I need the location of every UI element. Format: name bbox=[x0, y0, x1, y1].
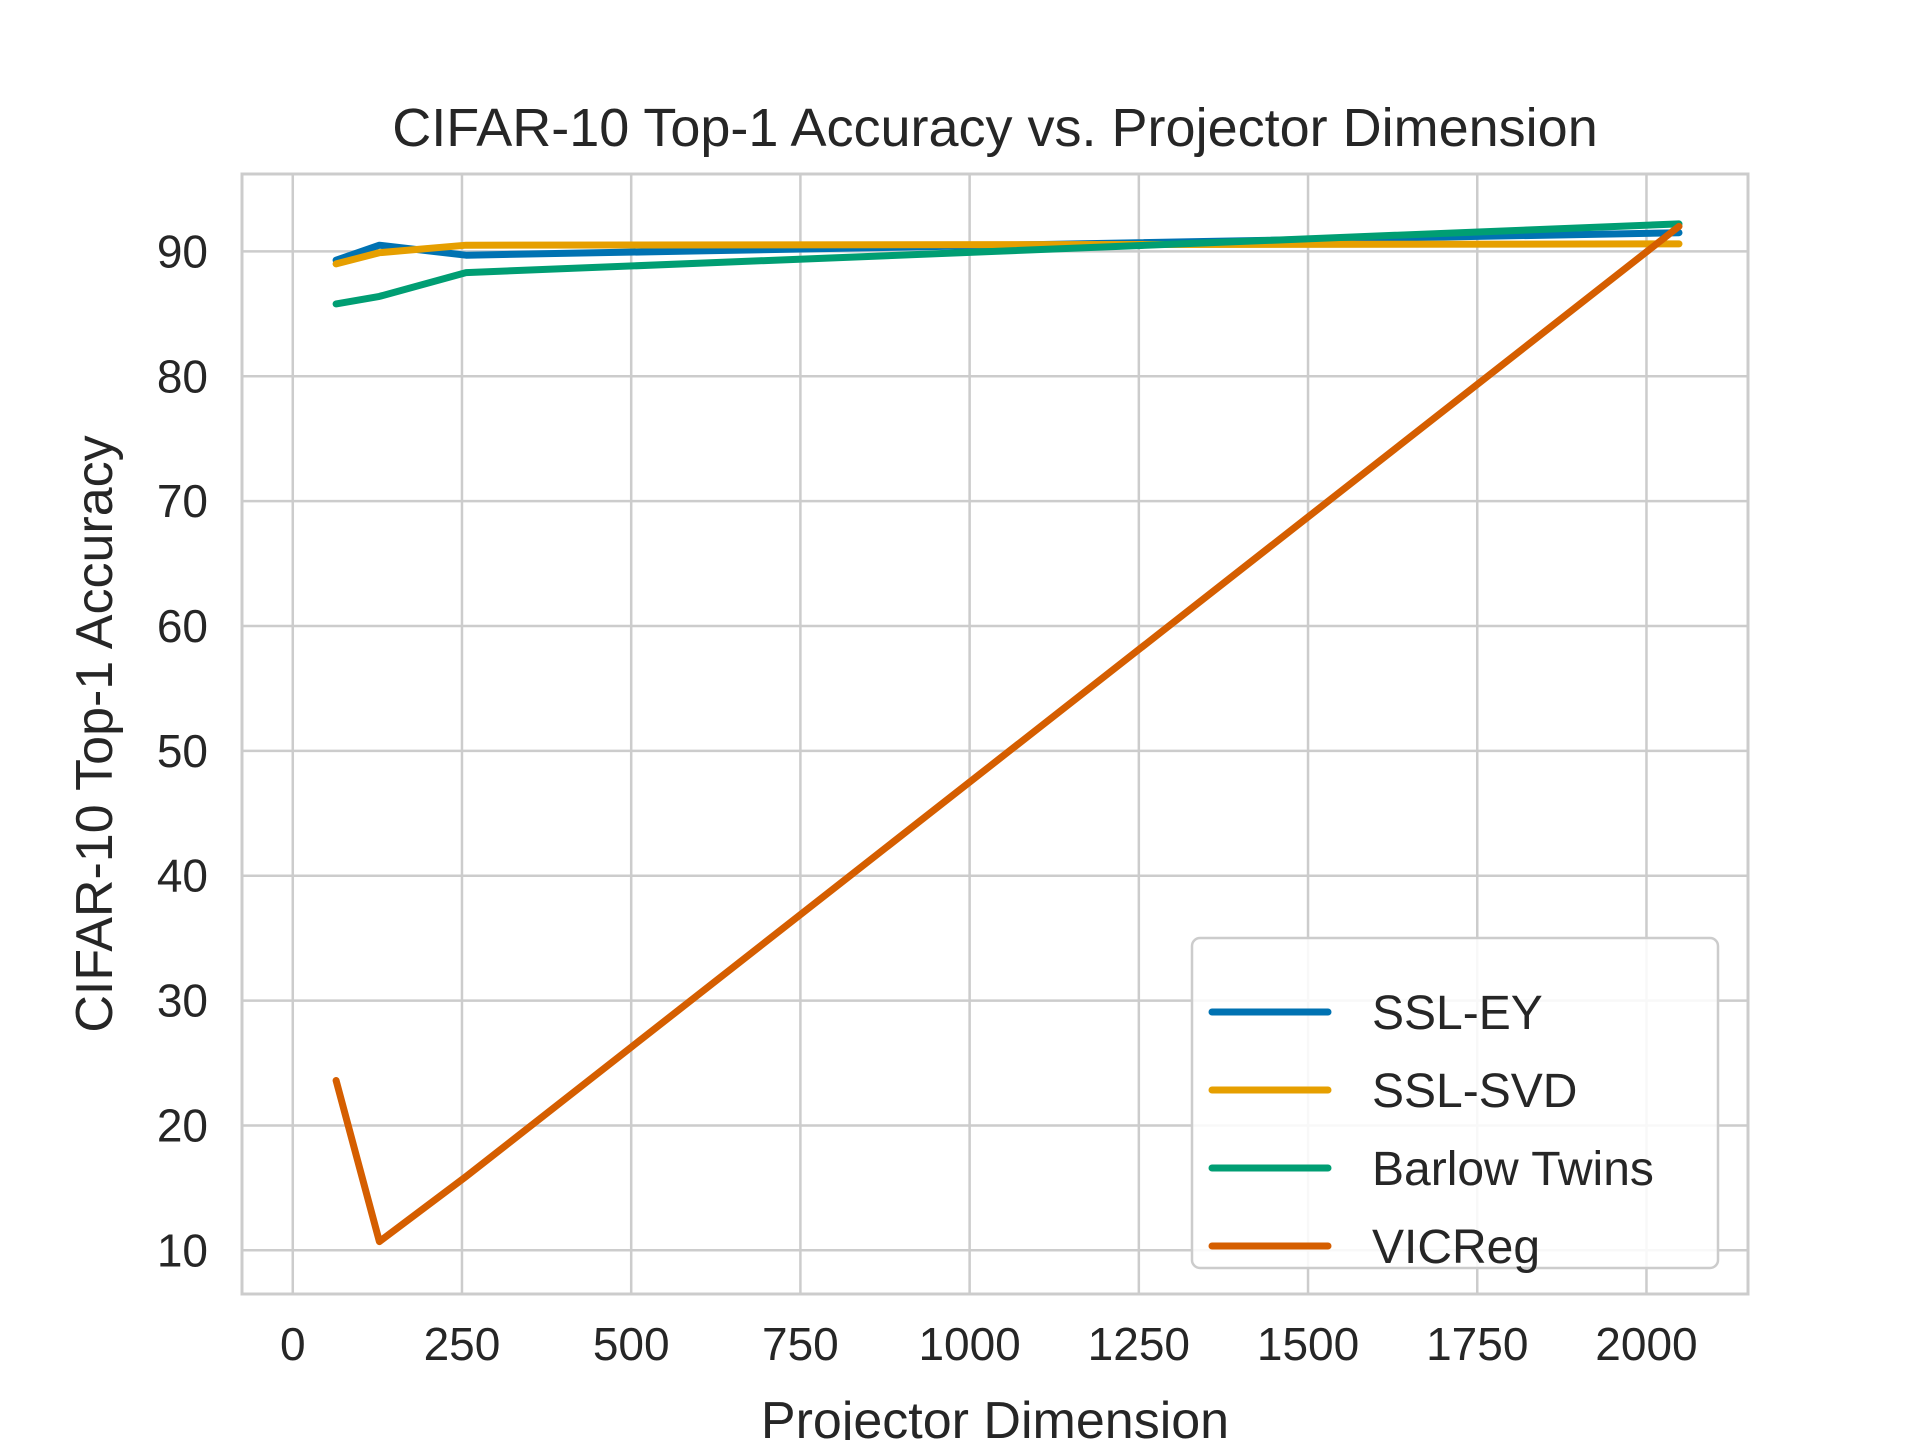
legend-label-barlow-twins: Barlow Twins bbox=[1372, 1143, 1654, 1196]
series-line-vicreg bbox=[332, 222, 1683, 1246]
y-tick-label: 70 bbox=[157, 475, 208, 527]
x-axis-label: Projector Dimension bbox=[761, 1392, 1229, 1440]
y-tick-label: 20 bbox=[157, 1099, 208, 1151]
y-tick-label: 90 bbox=[157, 225, 208, 277]
x-tick-label: 750 bbox=[762, 1318, 839, 1370]
x-tick-label: 1500 bbox=[1257, 1318, 1359, 1370]
tick-labels: 0 250 500 750 1000 1250 1500 1750 2000 10 20 30 40 50… bbox=[157, 225, 1698, 1370]
y-tick-label: 50 bbox=[157, 725, 208, 777]
x-tick-label: 1250 bbox=[1088, 1318, 1190, 1370]
chart-title: CIFAR-10 Top-1 Accuracy vs. Projector Di… bbox=[392, 98, 1597, 158]
series-line-ssl-svd bbox=[332, 240, 1683, 268]
y-tick-label: 10 bbox=[157, 1224, 208, 1276]
x-tick-label: 2000 bbox=[1595, 1318, 1697, 1370]
x-tick-label: 1000 bbox=[918, 1318, 1020, 1370]
y-tick-label: 60 bbox=[157, 600, 208, 652]
series-line-barlow-twins bbox=[332, 220, 1683, 308]
x-tick-label: 250 bbox=[424, 1318, 501, 1370]
x-tick-label: 0 bbox=[280, 1318, 306, 1370]
y-axis-label: CIFAR-10 Top-1 Accuracy bbox=[66, 435, 124, 1032]
legend-label-vicreg: VICReg bbox=[1372, 1221, 1540, 1274]
y-tick-label: 80 bbox=[157, 350, 208, 402]
y-tick-label: 30 bbox=[157, 975, 208, 1027]
y-tick-label: 40 bbox=[157, 850, 208, 902]
x-tick-label: 500 bbox=[593, 1318, 670, 1370]
series-lines bbox=[332, 220, 1683, 1246]
legend-box bbox=[1190, 936, 1720, 1270]
legend-label-ssl-ey: SSL-EY bbox=[1372, 987, 1543, 1040]
plot-frame bbox=[240, 172, 1750, 1296]
legend: SSL-EY SSL-SVD Barlow Twins VICReg bbox=[1190, 936, 1720, 1274]
legend-label-ssl-svd: SSL-SVD bbox=[1372, 1065, 1577, 1118]
x-tick-label: 1750 bbox=[1426, 1318, 1528, 1370]
